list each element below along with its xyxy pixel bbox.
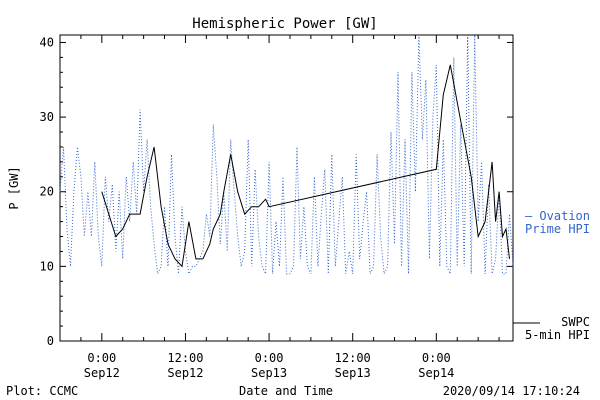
legend-ovation-line1: — Ovation (525, 209, 590, 223)
x-tick-date: Sep14 (418, 366, 454, 380)
chart-title: Hemispheric Power [GW] (192, 16, 377, 32)
footer-timestamp: 2020/09/14 17:10:24 (443, 384, 580, 398)
x-tick-time: 0:00 (87, 351, 116, 365)
x-tick-date: Sep13 (335, 366, 371, 380)
y-tick-label: 20 (40, 185, 54, 199)
legend-ovation: — Ovation Prime HPI (525, 209, 590, 236)
y-tick-label: 10 (40, 259, 54, 273)
legend-ovation-line2: Prime HPI (525, 222, 590, 236)
x-tick-time: 0:00 (422, 351, 451, 365)
footer-credit: Plot: CCMC (6, 384, 78, 398)
x-tick-time: 12:00 (335, 351, 371, 365)
x-axis: 0:00Sep1212:00Sep120:00Sep1312:00Sep130:… (59, 35, 500, 380)
x-tick-date: Sep12 (84, 366, 120, 380)
y-axis-label: P [GW] (7, 166, 21, 209)
legend-swpc-line1: SWPC (561, 315, 590, 329)
series-swpc-line (101, 64, 510, 268)
x-tick-time: 12:00 (167, 351, 203, 365)
series-layer (59, 34, 514, 276)
y-tick-label: 0 (47, 334, 54, 348)
x-axis-label: Date and Time (239, 384, 333, 398)
plot-frame (59, 34, 514, 342)
series-ovation-line (59, 34, 514, 276)
y-tick-label: 30 (40, 110, 54, 124)
y-axis: 0 10 20 30 40 (40, 35, 513, 348)
y-tick-label: 40 (40, 35, 54, 49)
x-tick-date: Sep12 (167, 366, 203, 380)
x-tick-date: Sep13 (251, 366, 287, 380)
legend-swpc-line2: 5-min HPI (525, 328, 590, 342)
legend-swpc: SWPC 5-min HPI (513, 315, 590, 342)
x-tick-time: 0:00 (255, 351, 284, 365)
